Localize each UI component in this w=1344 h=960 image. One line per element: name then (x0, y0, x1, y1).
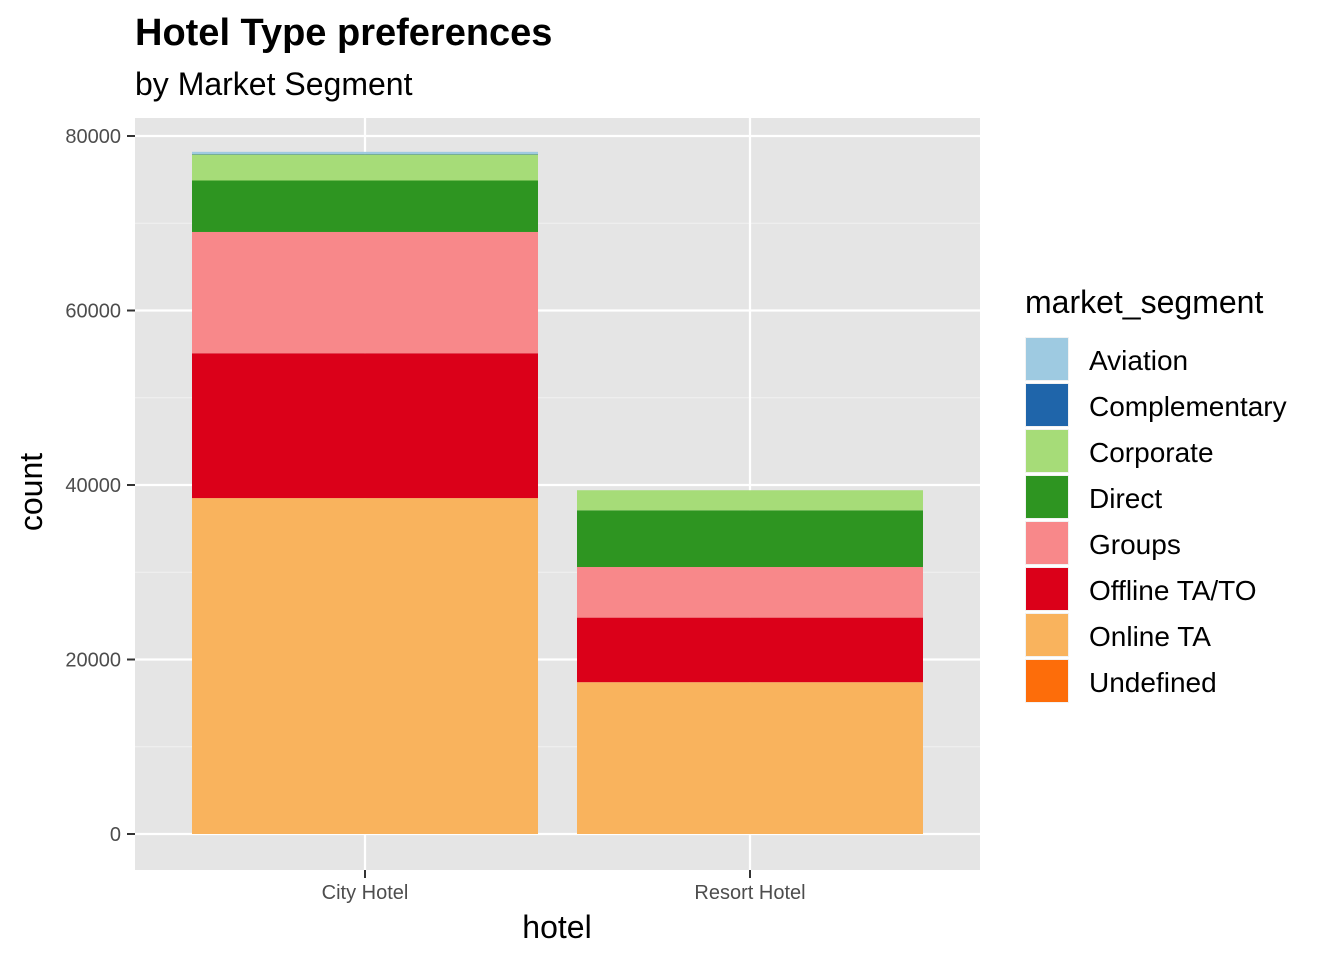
legend-swatch-direct (1026, 476, 1068, 518)
legend-label-offline-ta-to: Offline TA/TO (1089, 575, 1257, 606)
legend-swatch-corporate (1026, 430, 1068, 472)
legend-swatch-aviation (1026, 338, 1068, 380)
bar-segment-corporate-1 (577, 490, 923, 511)
bar-segment-online-ta-1 (577, 682, 923, 834)
y-tick-label: 80000 (65, 126, 121, 148)
legend-label-direct: Direct (1089, 483, 1162, 514)
x-tick-label: City Hotel (322, 882, 409, 904)
y-axis-title: count (13, 453, 49, 531)
legend-label-corporate: Corporate (1089, 437, 1214, 468)
y-tick-label: 60000 (65, 301, 121, 323)
x-axis: City Hotel Resort Hotel (322, 870, 806, 904)
legend-label-groups: Groups (1089, 529, 1181, 560)
bar-segment-corporate-0 (192, 154, 538, 181)
y-axis: 0 20000 40000 60000 80000 (65, 126, 135, 846)
bar-segment-direct-1 (577, 510, 923, 568)
x-tick-label: Resort Hotel (694, 882, 805, 904)
bar-segment-direct-0 (192, 180, 538, 232)
legend-swatch-offline-ta-to (1026, 568, 1068, 610)
chart-title: Hotel Type preferences (135, 12, 552, 54)
x-axis-title: hotel (522, 909, 591, 945)
bar-segment-offline-ta-to-1 (577, 617, 923, 683)
legend: market_segment Aviation Complementary Corp… (1025, 284, 1287, 703)
bar-segment-aviation-0 (192, 151, 538, 154)
y-tick-label: 20000 (65, 650, 121, 672)
bar-segment-groups-1 (577, 567, 923, 618)
bar-segment-online-ta-0 (192, 498, 538, 834)
legend-label-complementary: Complementary (1089, 391, 1287, 422)
legend-title: market_segment (1025, 284, 1263, 320)
legend-swatch-complementary (1026, 384, 1068, 426)
y-tick-label: 40000 (65, 475, 121, 497)
legend-swatch-groups (1026, 522, 1068, 564)
bar-segment-groups-0 (192, 231, 538, 354)
bar-segment-complementary-0 (192, 153, 538, 155)
chart-subtitle: by Market Segment (135, 66, 413, 102)
y-tick-label: 0 (110, 824, 121, 846)
legend-label-aviation: Aviation (1089, 345, 1188, 376)
legend-swatch-online-ta (1026, 614, 1068, 656)
legend-swatch-undefined (1026, 660, 1068, 702)
legend-label-online-ta: Online TA (1089, 621, 1211, 652)
bar-segment-offline-ta-to-0 (192, 353, 538, 499)
plot-area (135, 118, 980, 870)
legend-label-undefined: Undefined (1089, 667, 1217, 698)
